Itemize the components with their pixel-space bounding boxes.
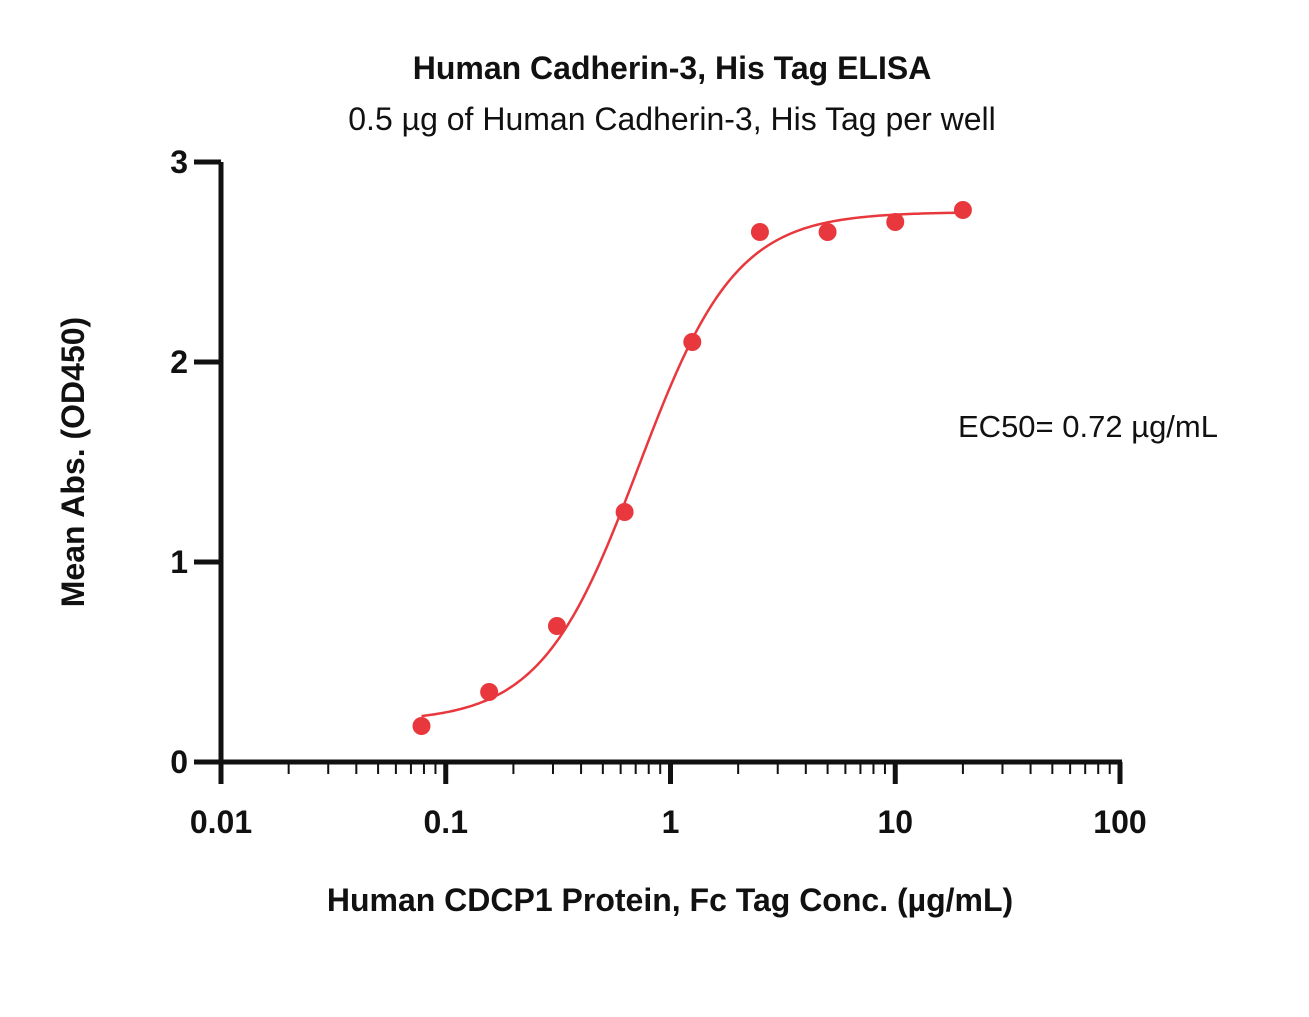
ec50-annotation: EC50= 0.72 µg/mL [958, 409, 1218, 444]
chart-subtitle: 0.5 µg of Human Cadherin-3, His Tag per … [348, 101, 996, 137]
axes [218, 162, 1122, 765]
y-tick-label: 1 [170, 544, 188, 580]
y-tick-label: 2 [170, 344, 188, 380]
x-tick-label: 10 [877, 804, 913, 840]
fit-curve [421, 211, 963, 718]
x-tick-label: 1 [662, 804, 680, 840]
x-tick-label: 0.1 [424, 804, 468, 840]
data-points-layer [412, 201, 972, 735]
x-tick-label: 0.01 [190, 804, 252, 840]
data-point [750, 223, 769, 241]
data-point [683, 333, 702, 351]
x-tick-label: 100 [1093, 804, 1146, 840]
y-tick-label: 0 [170, 744, 188, 780]
y-axis-ticks: 0 1 2 3 [170, 144, 221, 780]
chart-title: Human Cadherin-3, His Tag ELISA [413, 50, 932, 86]
y-axis-label: Mean Abs. (OD450) [55, 317, 91, 607]
data-point [480, 683, 499, 701]
data-point [886, 213, 905, 231]
y-tick-label: 3 [170, 144, 188, 180]
data-point [412, 717, 431, 735]
data-point [547, 617, 566, 635]
x-axis-label: Human CDCP1 Protein, Fc Tag Conc. (µg/mL… [327, 882, 1013, 918]
fit-curve-layer [421, 211, 963, 718]
data-point [615, 503, 634, 521]
data-point [818, 223, 837, 241]
data-point [953, 201, 972, 219]
x-axis-ticks: 0.01 0.1 1 10 100 [190, 762, 1147, 840]
